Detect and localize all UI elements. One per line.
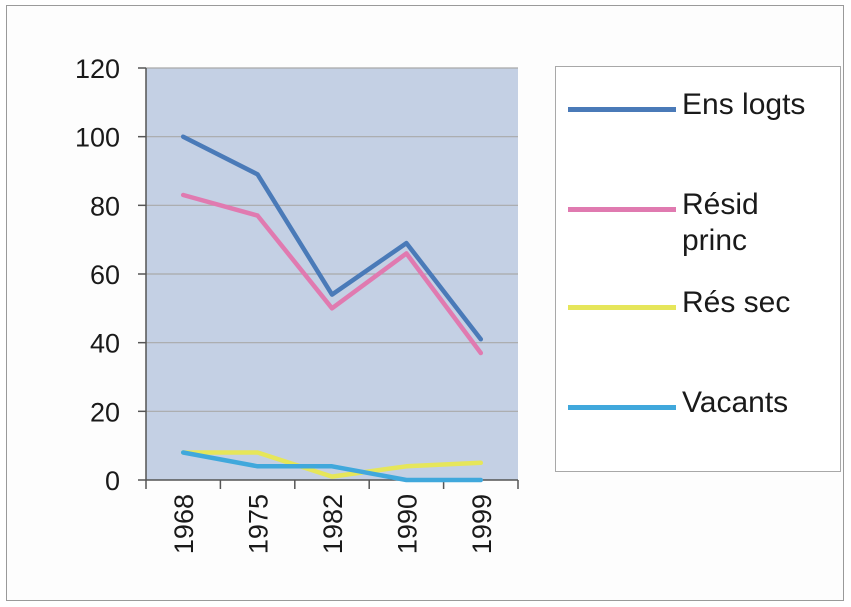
x-axis-tick-labels: 1968 1975 1982 1990 1999 — [169, 494, 497, 554]
y-tick-label: 40 — [90, 329, 120, 359]
y-tick-label: 120 — [75, 54, 120, 84]
x-tick-label: 1982 — [318, 494, 348, 554]
legend-swatch — [568, 207, 676, 212]
y-axis-tick-labels: 0 20 40 60 80 100 120 — [75, 54, 120, 496]
series-line-r-s-sec — [180, 450, 484, 479]
series-lines — [180, 134, 484, 483]
legend-label: Résid princ — [682, 188, 759, 257]
legend-item-vacants: Vacants — [568, 385, 832, 421]
y-tick-label: 20 — [90, 397, 120, 427]
y-tick-label: 100 — [75, 123, 120, 153]
x-tick-label: 1975 — [244, 494, 274, 554]
legend-item-res-sec: Rés sec — [568, 285, 832, 321]
legend-label: Rés sec — [682, 286, 791, 319]
x-tick-label: 1968 — [169, 494, 199, 554]
y-tick-label: 80 — [90, 191, 120, 221]
y-tick-label: 0 — [105, 466, 120, 496]
legend: Ens logts Résid princ Rés sec Vacants — [555, 66, 841, 472]
grid-lines — [146, 67, 518, 412]
legend-swatch — [568, 405, 676, 410]
series-line-r-sid-princ — [180, 192, 484, 356]
legend-item-ens-logts: Ens logts — [568, 87, 832, 123]
legend-label: Vacants — [682, 386, 789, 419]
y-tick-label: 60 — [90, 260, 120, 290]
legend-item-resid-princ: Résid princ — [568, 187, 832, 259]
x-tick-label: 1999 — [467, 494, 497, 554]
x-tick-label: 1990 — [392, 494, 422, 554]
series-line-ens-logts — [180, 134, 484, 342]
series-line-vacants — [180, 450, 484, 483]
legend-swatch — [568, 305, 676, 310]
legend-swatch — [568, 107, 676, 112]
legend-label: Ens logts — [682, 88, 806, 121]
